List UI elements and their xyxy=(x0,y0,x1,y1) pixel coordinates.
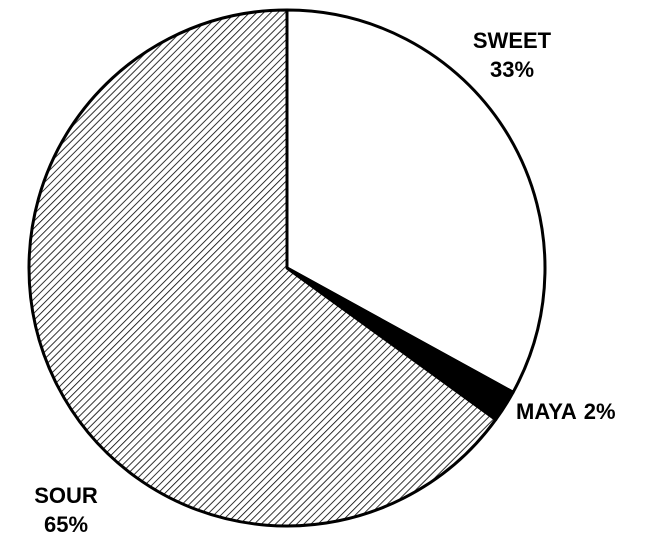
slice-label: MAYA xyxy=(516,399,577,424)
pie-slice xyxy=(27,8,498,528)
slice-value-label: 65% xyxy=(44,512,88,537)
slice-value-label: 2% xyxy=(584,399,616,424)
slice-value-label: 33% xyxy=(490,57,534,82)
slice-label: SWEET xyxy=(473,28,552,53)
slice-label-group: MAYA 2% xyxy=(516,399,616,424)
pie-slice xyxy=(285,8,547,394)
slice-label: SOUR xyxy=(34,483,98,508)
